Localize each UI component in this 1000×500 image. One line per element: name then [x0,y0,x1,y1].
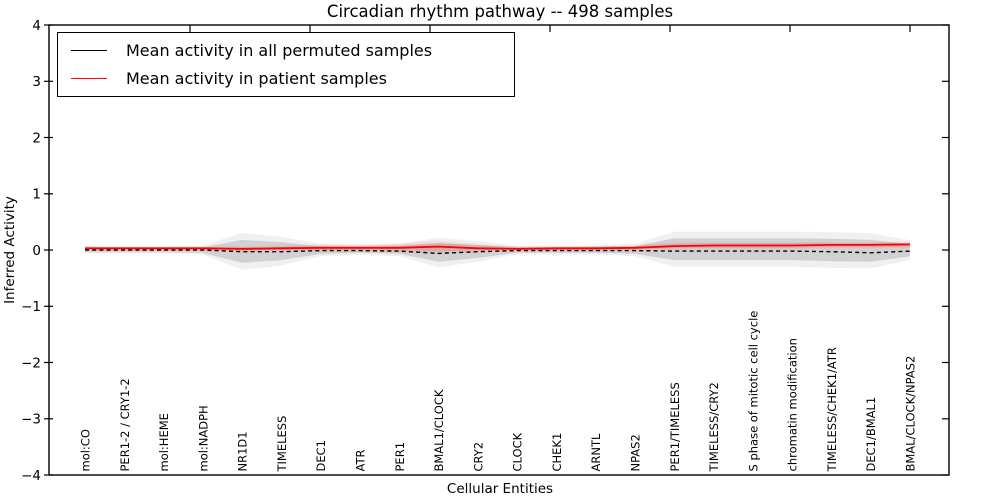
x-category-label: ARNTL [589,433,603,471]
x-axis-title: Cellular Entities [446,481,554,497]
legend-label-permuted: Mean activity in all permuted samples [126,41,433,61]
x-category-label: NPAS2 [629,434,643,471]
x-category-label: mol:CO [79,429,93,471]
y-tick-label: −2 [21,355,41,371]
y-tick-label: −4 [21,468,41,484]
x-category-label: PER1 [393,442,407,472]
x-category-label: PER1/TIMELESS [668,382,682,471]
x-category-label: BMAL1/CLOCK [432,389,446,471]
y-tick-label: −1 [21,299,41,315]
x-category-label: CHEK1 [550,433,564,472]
legend-label-patient: Mean activity in patient samples [126,68,387,88]
series-line [85,243,911,250]
x-category-label: NR1D1 [236,431,250,471]
x-category-label: TIMELESS/CRY2 [707,382,721,472]
legend-line-black-icon [71,50,107,52]
x-category-label: mol:NADPH [196,405,210,471]
legend: Mean activity in all permuted samples Me… [57,32,515,97]
legend-item-permuted: Mean activity in all permuted samples [71,41,514,60]
x-category-label: DEC1/BMAL1 [864,397,878,472]
band-patient-samples-std-outer [85,240,910,254]
x-category-label: TIMELESS [275,416,289,473]
chart-title: Circadian rhythm pathway -- 498 samples [326,2,674,21]
y-tick-label: −3 [21,412,41,428]
x-category-label: CRY2 [471,442,485,472]
x-category-label: chromatin modification [786,338,800,471]
x-category-label: BMAL/CLOCK/NPAS2 [904,356,918,472]
legend-item-patient: Mean activity in patient samples [71,69,514,88]
x-category-label: S phase of mitotic cell cycle [746,311,760,472]
series-line [85,249,911,255]
y-tick-label: 0 [32,243,41,259]
y-tick-label: 3 [32,74,41,90]
x-category-label: TIMELESS/CHEK1/ATR [825,347,839,472]
y-tick-label: 1 [32,187,41,203]
x-category-label: PER1-2 / CRY1-2 [118,378,132,471]
y-tick-label: 4 [32,18,41,34]
x-category-label: ATR [354,450,368,472]
x-category-label: DEC1 [314,440,328,471]
x-category-label: CLOCK [511,432,525,471]
legend-line-red-icon [71,77,107,79]
x-category-label: mol:HEME [157,413,171,471]
y-tick-label: 2 [32,130,41,146]
